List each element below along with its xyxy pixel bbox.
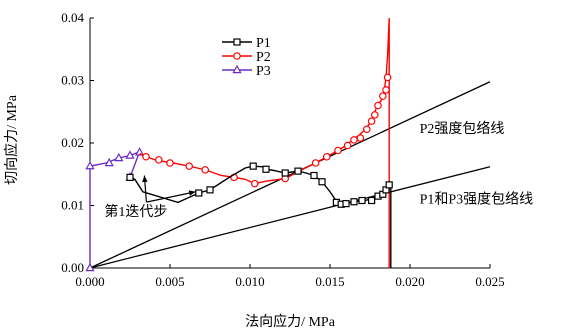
x-tick-label: 0.020 — [395, 274, 424, 289]
annotation-label-1: P2强度包络线 — [420, 121, 505, 137]
series-2-marker — [251, 179, 259, 188]
series-2-marker — [311, 159, 320, 167]
series-1-marker — [318, 178, 326, 186]
tick-labels: 0.000 0.005 0.010 0.015 0.020 0.025 0.00 0.01 0.… — [61, 10, 504, 289]
series-2-marker — [374, 101, 382, 110]
series-2 — [139, 17, 392, 268]
series-2-marker — [350, 136, 358, 144]
annotation-arrow-2 — [146, 191, 196, 203]
series-2-marker — [166, 159, 174, 167]
legend-label-1: P1 — [256, 36, 271, 51]
legend-marker-3 — [232, 64, 242, 74]
series-2-marker — [201, 166, 210, 174]
series-2-marker — [362, 125, 371, 134]
series-2-marker — [356, 134, 365, 142]
series-3-marker — [104, 157, 114, 167]
series-2-marker — [382, 86, 390, 94]
series-1-marker — [385, 181, 393, 189]
series-1-marker — [350, 198, 358, 206]
series-1-marker — [262, 165, 270, 173]
series-2-marker — [155, 156, 163, 164]
y-tick-label: 0.00 — [61, 260, 84, 275]
series-1-marker — [281, 169, 289, 177]
y-tick-label: 0.01 — [61, 198, 84, 213]
x-tick-label: 0.025 — [475, 274, 504, 289]
series-2-marker — [322, 152, 331, 161]
series-2-marker — [185, 162, 194, 170]
series-1-marker — [195, 189, 203, 197]
series-5-line — [89, 166, 491, 269]
series-2-marker — [334, 146, 342, 155]
series-1-marker — [342, 200, 350, 208]
series-3-marker — [134, 147, 145, 156]
series-2-marker — [370, 111, 379, 119]
y-tick-label: 0.03 — [61, 73, 84, 88]
series-1-marker — [206, 186, 214, 194]
series-4 — [89, 81, 491, 269]
legend-label-3: P3 — [256, 64, 271, 79]
x-axis-label: 法向应力/ MPa — [245, 313, 336, 330]
legend-label-2: P2 — [256, 50, 271, 65]
y-tick-label: 0.04 — [61, 10, 84, 25]
series-1-marker — [294, 167, 302, 175]
series-3-marker — [114, 152, 124, 162]
y-tick-label: 0.02 — [61, 135, 84, 150]
series-2-marker — [367, 117, 376, 125]
series-3-marker — [85, 262, 95, 272]
series-1-marker — [310, 171, 318, 180]
series-3-marker — [85, 160, 95, 170]
legend-marker-1 — [233, 38, 241, 46]
legend-marker-2 — [233, 52, 241, 60]
y-axis-label: 切向应力/ MPa — [3, 94, 20, 185]
series-4-line — [89, 81, 491, 269]
series-1-marker — [249, 162, 257, 170]
annotation-arrowhead-2 — [188, 190, 196, 196]
series-2-marker — [383, 73, 392, 82]
annotation-label-2: P1和P3强度包络线 — [420, 192, 534, 208]
annotation-label-3: 第1迭代步 — [104, 203, 167, 220]
axes — [89, 18, 490, 269]
annotation-arrowhead-1 — [142, 175, 148, 183]
series-2-marker — [343, 141, 352, 150]
series-5 — [89, 166, 491, 269]
series-group — [85, 17, 491, 272]
series-1 — [126, 162, 393, 268]
x-tick-label: 0.010 — [235, 274, 264, 289]
x-tick-label: 0.015 — [315, 274, 344, 289]
series-1-marker — [358, 196, 366, 205]
series-2-marker — [378, 92, 387, 100]
x-tick-label: 0.005 — [155, 274, 184, 289]
series-1-marker — [368, 196, 376, 205]
series-1-line — [129, 165, 392, 268]
series-3-marker — [125, 150, 135, 159]
x-tick-label: 0.000 — [75, 274, 104, 289]
series-2-marker — [142, 152, 150, 161]
series-1-marker — [126, 173, 134, 181]
